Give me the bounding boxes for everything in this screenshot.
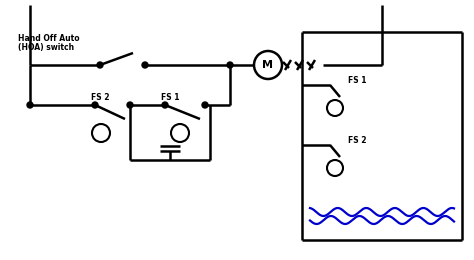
Circle shape [92, 102, 98, 108]
Text: FS 2: FS 2 [91, 93, 109, 102]
Text: FS 1: FS 1 [348, 76, 366, 85]
Text: Hand Off Auto: Hand Off Auto [18, 34, 80, 43]
Text: (HOA) switch: (HOA) switch [18, 43, 74, 52]
Circle shape [127, 102, 133, 108]
Circle shape [142, 62, 148, 68]
Text: M: M [263, 60, 273, 70]
Circle shape [97, 62, 103, 68]
Text: FS 1: FS 1 [161, 93, 180, 102]
Circle shape [202, 102, 208, 108]
Circle shape [227, 62, 233, 68]
Text: FS 2: FS 2 [348, 136, 366, 145]
Circle shape [162, 102, 168, 108]
Circle shape [27, 102, 33, 108]
